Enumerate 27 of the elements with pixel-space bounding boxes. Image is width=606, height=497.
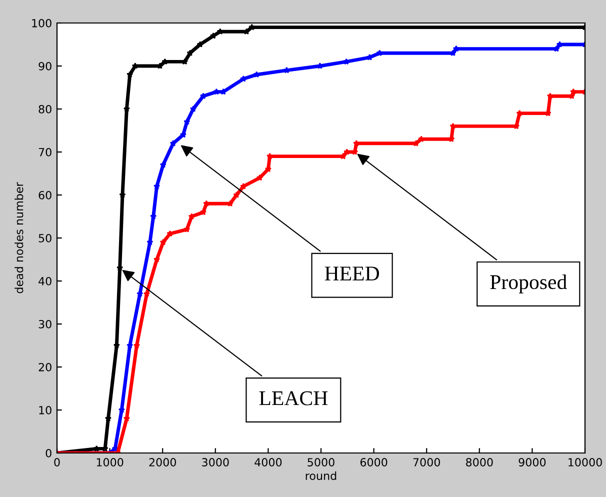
x-tick-label: 3000: [202, 458, 229, 466]
y-tick-label: 30: [38, 320, 52, 328]
y-tick-label: 40: [38, 276, 52, 286]
y-axis-title: dead nodes number: [14, 182, 24, 294]
x-tick-label: 9000: [518, 458, 546, 466]
x-tick-label: 7000: [413, 458, 440, 466]
y-tick-label: 70: [38, 148, 52, 156]
y-tick-label: 100: [32, 18, 52, 28]
x-tick-label: 0: [54, 458, 60, 466]
annotation: HEED: [324, 266, 379, 280]
x-axis-title: round: [306, 471, 336, 480]
x-tick-label: 4000: [254, 458, 282, 466]
y-tick-label: 0: [46, 448, 52, 458]
y-tick-label: 90: [38, 62, 52, 70]
y-tick-label: 10: [39, 406, 52, 414]
annotation: Proposed: [490, 274, 567, 294]
annotation: LEACH: [259, 391, 328, 406]
x-tick-label: 8000: [466, 458, 493, 466]
x-tick-label: 2000: [149, 458, 176, 466]
y-tick-label: 50: [38, 234, 52, 242]
y-tick-label: 20: [38, 362, 52, 372]
y-tick-label: 80: [38, 104, 52, 114]
x-tick-label: 1000: [96, 458, 124, 466]
y-tick-label: 60: [38, 190, 52, 200]
x-tick-label: 10000: [568, 458, 602, 466]
x-tick-label: 5000: [308, 458, 334, 466]
x-tick-label: 6000: [360, 458, 388, 466]
